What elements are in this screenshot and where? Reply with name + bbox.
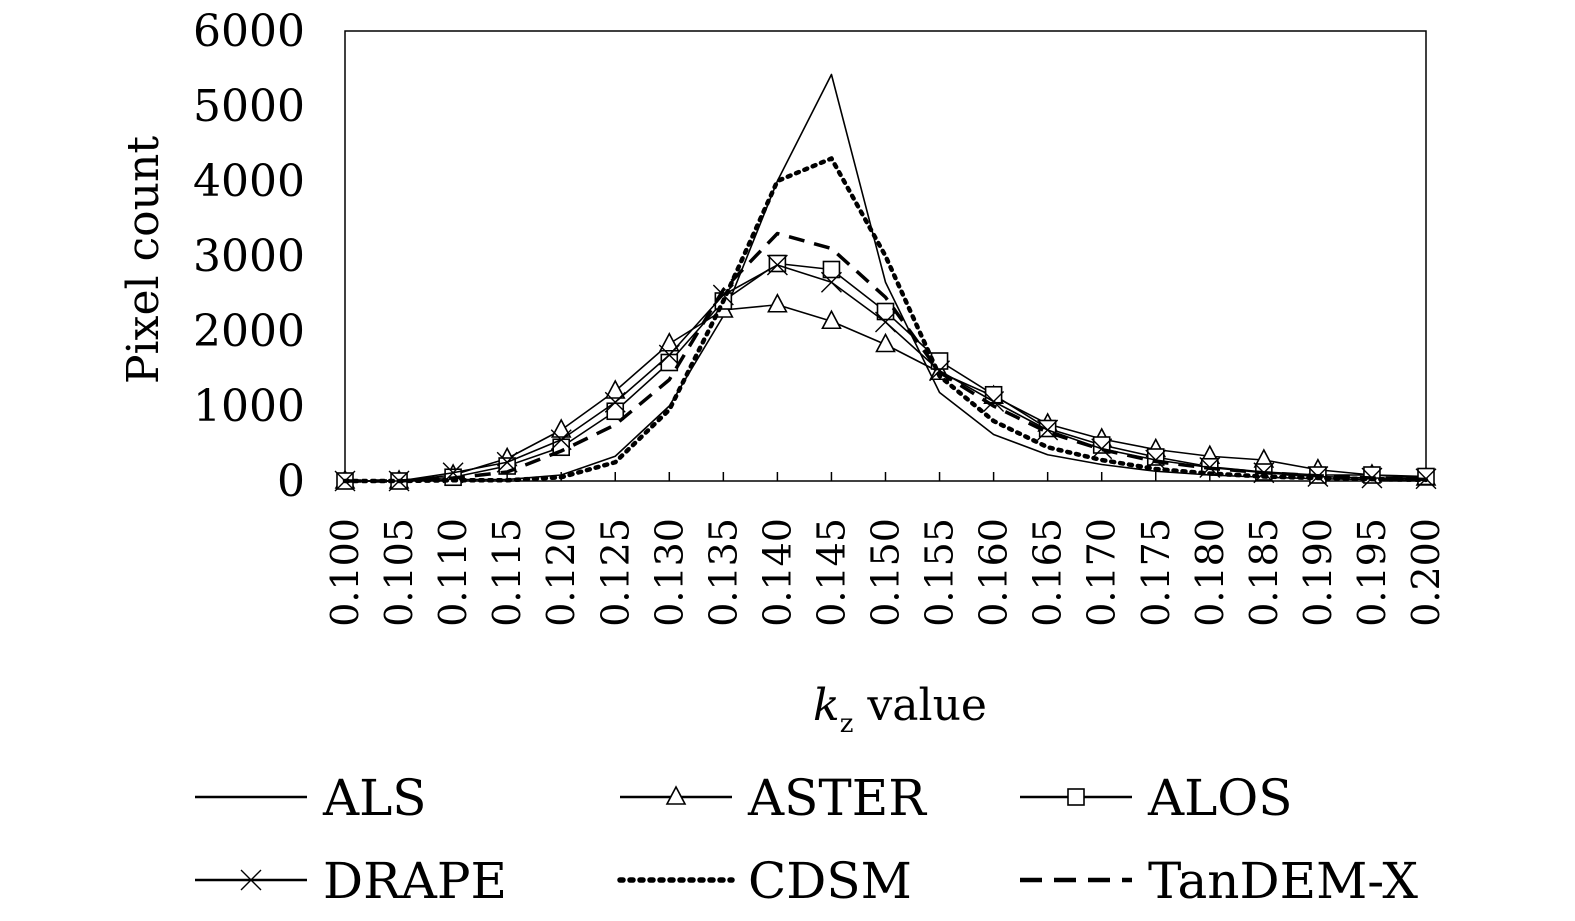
- legend-aster-label: ASTER: [747, 769, 927, 827]
- series-als-line: [345, 73, 1427, 482]
- x-tick-label: 0.120: [539, 518, 583, 627]
- series-alos-marker: [660, 353, 679, 372]
- y-tick-label: 0: [277, 456, 305, 507]
- x-tick-label: 0.190: [1296, 518, 1340, 627]
- series-alos-marker: [876, 302, 895, 321]
- x-tick-label: 0.100: [323, 518, 367, 627]
- series-drape-marker: [766, 254, 788, 276]
- series-aster-marker: [658, 332, 680, 352]
- x-axis-label: kz value: [813, 680, 987, 739]
- series-als: [345, 73, 1427, 482]
- legend-drape-label: DRAPE: [323, 852, 507, 910]
- x-tick-label: 0.170: [1080, 518, 1124, 627]
- legend-alos-label: ALOS: [1147, 769, 1293, 827]
- series-aster-marker: [767, 293, 788, 313]
- y-tick-label: 1000: [193, 381, 305, 432]
- series-aster-marker: [604, 379, 626, 399]
- legend-alos: ALOS: [1020, 769, 1293, 827]
- legend-tandem-x-label: TanDEM-X: [1148, 852, 1418, 910]
- x-tick-label: 0.200: [1404, 518, 1448, 627]
- series-cdsm-line: [342, 156, 1429, 484]
- legend-aster-marker: [665, 785, 687, 805]
- x-tick-label: 0.110: [431, 518, 475, 627]
- x-tick-label: 0.155: [918, 518, 962, 627]
- x-tick-label: 0.160: [972, 518, 1016, 627]
- series-drape-marker: [604, 391, 626, 413]
- x-tick-label: 0.165: [1026, 518, 1070, 627]
- legend-cdsm: CDSM: [617, 852, 912, 910]
- series-aster-marker: [550, 418, 572, 438]
- y-tick-label: 4000: [193, 156, 305, 207]
- legend-drape-marker: [240, 869, 262, 891]
- legend-alos-marker: [1067, 788, 1085, 806]
- legend-als: ALS: [195, 769, 427, 827]
- series-drape-marker: [983, 391, 1005, 412]
- series-drape-marker: [1091, 438, 1113, 460]
- y-tick-label: 2000: [193, 306, 305, 357]
- y-tick-label: 6000: [193, 6, 305, 57]
- series-alos: [336, 254, 1435, 490]
- series-alos-marker: [984, 385, 1003, 404]
- series-drape-marker: [658, 344, 680, 366]
- y-tick-label: 3000: [193, 231, 305, 282]
- series-alos-marker: [768, 254, 787, 273]
- x-tick-label: 0.130: [647, 518, 691, 627]
- x-tick-label: 0.125: [593, 518, 637, 627]
- legend-tandem-x: TanDEM-X: [1020, 852, 1418, 910]
- x-tick-label: 0.115: [485, 518, 529, 627]
- legend-als-label: ALS: [322, 769, 427, 827]
- series-alos-marker: [606, 402, 625, 421]
- x-tick-label: 0.105: [377, 518, 421, 627]
- plot-area: [344, 30, 1427, 482]
- series-alos-marker: [822, 260, 841, 279]
- x-tick-label: 0.175: [1134, 518, 1178, 627]
- legend-cdsm-label: CDSM: [748, 852, 912, 910]
- x-tick-label: 0.180: [1188, 518, 1232, 627]
- series-drape-marker: [1037, 419, 1059, 441]
- x-tick-label: 0.145: [809, 518, 853, 627]
- legend-aster: ASTER: [620, 769, 927, 827]
- series-drape-marker: [875, 311, 896, 333]
- x-axis-label-sub: z: [840, 709, 854, 739]
- series-tandem-x: [345, 231, 1427, 483]
- series-drape: [334, 254, 1437, 492]
- x-tick-label: 0.185: [1242, 518, 1286, 627]
- series-tandem-x-line: [345, 231, 1427, 483]
- x-tick-label: 0.195: [1350, 518, 1394, 627]
- series-drape-marker: [550, 429, 572, 451]
- x-axis-label-rest: value: [853, 680, 987, 731]
- x-tick-label: 0.140: [755, 518, 799, 627]
- legend-drape: DRAPE: [195, 852, 507, 910]
- x-axis-label-k: k: [813, 680, 840, 731]
- series-cdsm: [342, 156, 1429, 484]
- series-aster-marker: [875, 332, 896, 353]
- x-tick-label: 0.135: [701, 518, 745, 627]
- x-tick-label: 0.150: [864, 518, 908, 627]
- y-axis-label: Pixel count: [118, 136, 169, 384]
- series-drape-marker: [820, 271, 842, 293]
- y-tick-label: 5000: [193, 81, 305, 132]
- series-aster-marker: [821, 309, 842, 330]
